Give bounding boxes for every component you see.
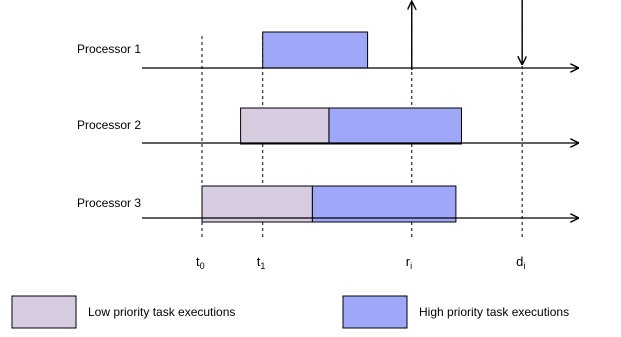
legend-low-priority-label: Low priority task executions <box>88 305 235 319</box>
timelines <box>142 0 578 218</box>
processor-2-label: Processor 2 <box>77 118 141 132</box>
processor-3-label: Processor 3 <box>77 196 141 210</box>
processor-labels: Processor 1 Processor 2 Processor 3 <box>77 42 141 210</box>
legend: Low priority task executions High priorit… <box>11 295 569 329</box>
execution-bars <box>201 31 462 223</box>
processor-2-low-priority-bar <box>240 107 330 145</box>
time-mark-labels: t0 t1 ri di <box>196 254 525 271</box>
processor-3-low-priority-bar <box>201 185 313 223</box>
ri-label: ri <box>406 254 412 271</box>
legend-high-priority-label: High priority task executions <box>419 305 569 319</box>
processor-1-label: Processor 1 <box>77 42 141 56</box>
processor-1-high-priority-bar <box>262 31 369 69</box>
t1-label: t1 <box>257 254 266 271</box>
t0-label: t0 <box>196 254 205 271</box>
legend-high-priority-swatch <box>342 295 408 329</box>
processor-2-high-priority-bar <box>328 107 462 145</box>
di-label: di <box>516 254 525 271</box>
processor-3-high-priority-bar <box>311 185 457 223</box>
legend-low-priority-swatch <box>11 295 77 329</box>
